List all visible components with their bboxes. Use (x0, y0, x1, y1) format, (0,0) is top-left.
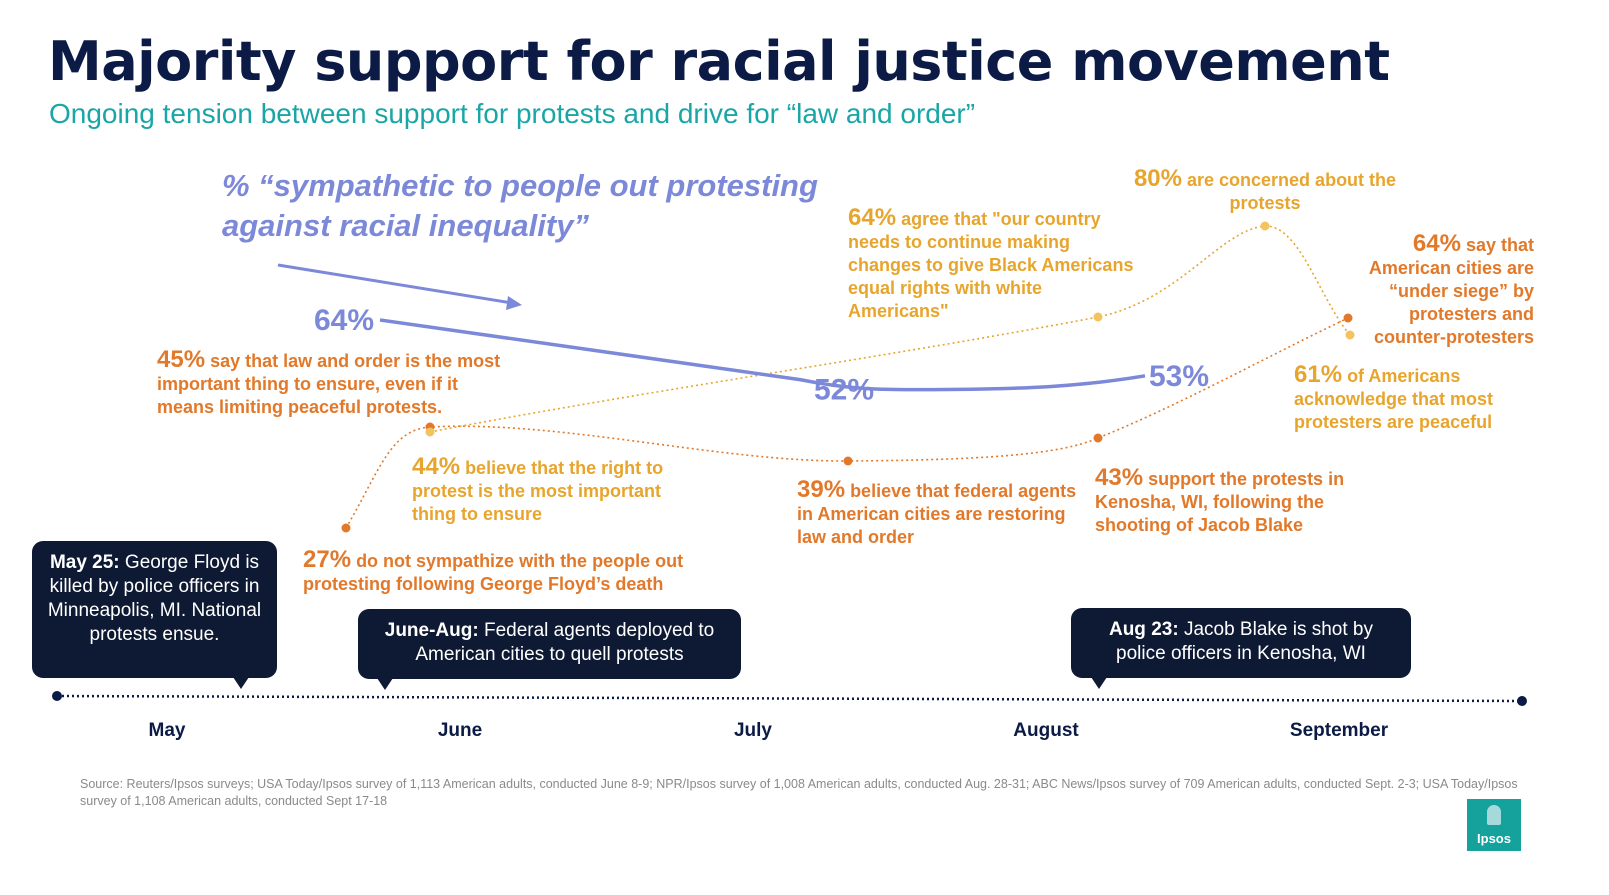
series-arrow-head (506, 296, 522, 310)
annotation-64b-pct: 64% (1412, 230, 1461, 257)
annotation-64b-text: say that American cities are “under sieg… (1368, 235, 1534, 347)
event-callout-aug23: Aug 23: Jacob Blake is shot by police of… (1071, 608, 1411, 689)
annotation-45-text: say that law and order is the most impor… (157, 351, 501, 417)
event-callout-aug23-text: Jacob Blake is shot by police officers i… (1116, 619, 1373, 664)
series-label: % “sympathetic to people out protesting … (222, 168, 818, 243)
marker-27 (341, 523, 351, 533)
event-callout-june-aug: June-Aug: Federal agents deployed to Ame… (358, 609, 741, 690)
ipsos-logo: Ipsos (1467, 799, 1521, 851)
month-label-september: September (1289, 720, 1389, 741)
page-subtitle: Ongoing tension between support for prot… (49, 98, 976, 129)
month-label-may: May (148, 720, 186, 741)
annotation-80-pct: 80% (1133, 165, 1182, 192)
annotation-43-pct: 43% (1095, 464, 1144, 491)
event-callout-june-aug-date: June-Aug: (384, 620, 479, 641)
annotation-43-text: support the protests in Kenosha, WI, fol… (1095, 469, 1345, 535)
point-label-july: 52% (814, 374, 874, 407)
source-note: Source: Reuters/Ipsos surveys; USA Today… (80, 777, 1518, 808)
marker-61 (1345, 330, 1355, 340)
event-callout-june-aug-text: Federal agents deployed to American citi… (415, 620, 715, 665)
annotation-27-pct: 27% (303, 546, 352, 573)
event-callout-june-aug-pointer (377, 678, 393, 690)
series-line-sympathetic (379, 318, 1146, 392)
annotation-80: 80% are concerned about the protests (1130, 167, 1400, 215)
annotation-45-pct: 45% (157, 346, 206, 373)
annotation-39-pct: 39% (797, 476, 846, 503)
month-label-june: June (437, 720, 483, 741)
annotation-61: 61% of Americans acknowledge that most p… (1294, 363, 1534, 434)
marker-80 (1260, 221, 1270, 231)
timeline-start-dot (52, 691, 62, 701)
marker-64a (1093, 312, 1103, 322)
point-label-june: 64% (314, 304, 374, 337)
month-label-august: August (1013, 720, 1079, 741)
ipsos-logo-mark (1487, 805, 1501, 825)
marker-64b (1343, 313, 1353, 323)
event-callout-may25-date: May 25: (49, 552, 120, 573)
page-title: Majority support for racial justice move… (48, 30, 1390, 93)
annotation-44-text: believe that the right to protest is the… (412, 458, 664, 524)
protest-track (429, 225, 1351, 433)
event-callout-may25-pointer (233, 677, 249, 689)
event-callout-may25: May 25: George Floyd is killed by police… (32, 541, 277, 689)
annotation-61-pct: 61% (1294, 361, 1343, 388)
annotation-39-text: believe that federal agents in American … (797, 481, 1077, 547)
annotation-80-text: are concerned about the protests (1187, 170, 1397, 213)
series-arrow-line (277, 263, 513, 305)
annotation-61-text: of Americans acknowledge that most prote… (1294, 366, 1494, 432)
annotation-45: 45% say that law and order is the most i… (157, 348, 517, 419)
annotation-27-text: do not sympathize with the people out pr… (303, 551, 684, 594)
event-callout-aug23-pointer (1091, 677, 1107, 689)
annotation-64a: 64% agree that "our country needs to con… (848, 206, 1138, 323)
marker-39 (843, 456, 853, 466)
annotation-44-pct: 44% (412, 453, 461, 480)
marker-44 (425, 427, 435, 437)
timeline-axis (56, 694, 1523, 703)
timeline-end-dot (1517, 696, 1527, 706)
annotation-43: 43% support the protests in Kenosha, WI,… (1095, 466, 1385, 537)
marker-43 (1093, 433, 1103, 443)
month-label-july: July (733, 720, 773, 741)
event-callout-aug23-date: Aug 23: (1108, 619, 1179, 640)
event-callout-may25-text: George Floyd is killed by police officer… (47, 552, 262, 645)
annotation-39: 39% believe that federal agents in Ameri… (797, 478, 1077, 549)
annotation-64a-pct: 64% (848, 204, 897, 231)
annotation-44: 44% believe that the right to protest is… (412, 455, 702, 526)
point-label-august: 53% (1149, 360, 1209, 393)
annotation-27: 27% do not sympathize with the people ou… (303, 548, 743, 596)
ipsos-logo-text: Ipsos (1477, 831, 1511, 846)
annotation-64a-text: agree that "our country needs to continu… (848, 209, 1134, 321)
annotation-64b: 64% say that American cities are “under … (1340, 232, 1534, 349)
